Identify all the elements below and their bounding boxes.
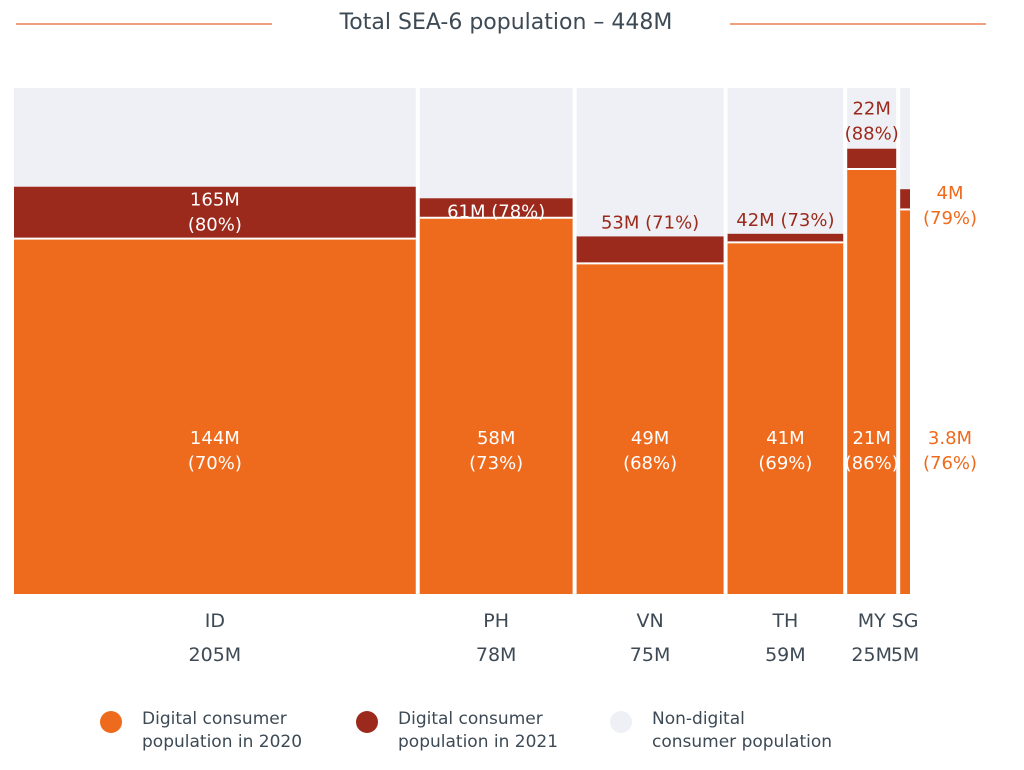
data-label-2021: 53M (71%) xyxy=(601,212,699,233)
chart-header: Total SEA-6 population – 448M xyxy=(0,0,1024,52)
category-label: TH xyxy=(771,610,798,632)
legend-swatch-2021 xyxy=(356,711,378,733)
category-total-label: 205M xyxy=(189,644,242,666)
legend-label-non-digital: Non-digital consumer population xyxy=(652,709,833,752)
category-total-label: 25M xyxy=(851,644,892,666)
legend-item-non-digital: Non-digital consumer population xyxy=(610,708,832,754)
legend-item-2020: Digital consumer population in 2020 xyxy=(100,708,302,754)
data-label-2020: 3.8M xyxy=(928,428,972,449)
category-label: MY xyxy=(858,610,886,632)
bar-digital-2021 xyxy=(576,236,724,264)
data-label-2021: (88%) xyxy=(845,124,899,145)
data-label-2021: 61M (78%) xyxy=(447,201,545,222)
data-label-2021: 165M xyxy=(190,190,240,211)
legend-swatch-non-digital xyxy=(610,711,632,733)
legend-label-2020: Digital consumer population in 2020 xyxy=(142,709,303,752)
data-label-2020: 144M xyxy=(190,428,240,449)
title-rule-left xyxy=(16,23,272,25)
data-label-2020: 58M xyxy=(477,428,515,449)
bar-digital-2021 xyxy=(900,189,910,210)
bar-digital-2020 xyxy=(847,168,897,594)
category-label: VN xyxy=(636,610,663,632)
data-label-2020: 21M xyxy=(852,428,890,449)
data-label-2020: (73%) xyxy=(469,453,523,474)
bar-digital-2020 xyxy=(727,242,844,595)
legend-label-2021: Digital consumer population in 2021 xyxy=(398,709,559,752)
category-label: SG xyxy=(892,610,919,632)
bar-digital-2021 xyxy=(727,233,844,243)
category-label: ID xyxy=(205,610,225,632)
category-total-label: 59M xyxy=(765,644,806,666)
data-label-2021: (79%) xyxy=(923,208,977,229)
legend-swatch-2020 xyxy=(100,711,122,733)
marimekko-chart: 144M (70%) 165M (80%) ID 205M 58M (73%) 61M (78%… xyxy=(14,88,977,666)
chart-title: Total SEA-6 population – 448M xyxy=(339,10,673,35)
bar-digital-2020 xyxy=(14,238,416,594)
category-total-label: 78M xyxy=(476,644,517,666)
bar-digital-2021 xyxy=(419,198,573,218)
legend-item-2021: Digital consumer population in 2021 xyxy=(356,708,558,754)
bar-digital-2020 xyxy=(419,217,573,594)
data-label-2020: 41M xyxy=(766,428,804,449)
bar-digital-2021 xyxy=(847,148,897,169)
data-label-2020: (86%) xyxy=(845,453,899,474)
data-label-2020: (69%) xyxy=(758,453,812,474)
data-label-2020: 49M xyxy=(631,428,669,449)
data-label-2021: 4M xyxy=(937,183,964,204)
data-label-2020: (70%) xyxy=(188,453,242,474)
category-label: PH xyxy=(483,610,509,632)
data-label-2021: (80%) xyxy=(188,215,242,236)
legend: Digital consumer population in 2020 Digi… xyxy=(0,700,1024,770)
data-label-2021: 22M xyxy=(852,99,890,120)
bar-digital-2020 xyxy=(576,263,724,594)
category-total-label: 75M xyxy=(630,644,671,666)
bar-digital-2020 xyxy=(900,209,910,594)
title-rule-right xyxy=(730,23,986,25)
data-label-2021: 42M (73%) xyxy=(736,210,834,231)
data-label-2020: (76%) xyxy=(923,453,977,474)
data-label-2020: (68%) xyxy=(623,453,677,474)
bar-digital-2021 xyxy=(14,186,416,239)
category-total-label: 5M xyxy=(891,644,919,666)
